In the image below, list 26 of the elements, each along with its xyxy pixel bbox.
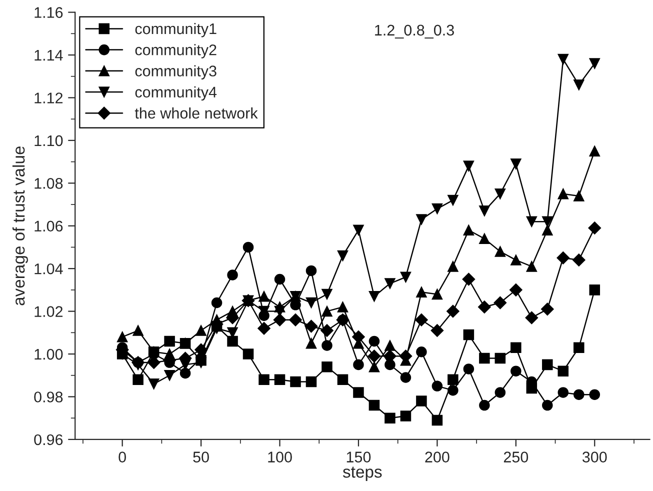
legend-label: community4 [135,86,217,101]
legend-label: the whole network [134,107,258,119]
y-tick-label: 1.04 [34,263,63,274]
y-tick-label: 1.00 [34,348,63,360]
x-tick-label: 0 [118,452,126,462]
y-tick-label: 1.06 [34,220,63,232]
x-tick-label: 300 [582,452,607,462]
legend-label: community3 [135,65,216,80]
y-tick-label: 0.96 [34,434,63,446]
x-axis-title: steps [342,466,382,482]
y-axis-title: average of trust value [12,146,28,306]
x-tick-label: 100 [268,452,292,462]
y-tick-label: 1.02 [34,306,63,317]
y-tick-label: 1.10 [34,135,63,146]
x-tick-label: 50 [193,452,209,462]
y-tick-label: 1.16 [34,7,63,18]
x-tick-label: 250 [504,452,528,462]
annotation: 1.2_0.8_0.3 [375,24,454,38]
y-tick-label: 1.12 [34,92,63,104]
legend-label: community2 [135,44,216,58]
x-tick-label: 150 [346,452,371,462]
x-tick-label: 200 [425,452,450,462]
y-tick-label: 1.08 [34,178,63,189]
y-tick-label: 1.14 [34,50,63,61]
y-tick-label: 0.98 [34,392,63,402]
legend-label: community1 [135,22,216,38]
